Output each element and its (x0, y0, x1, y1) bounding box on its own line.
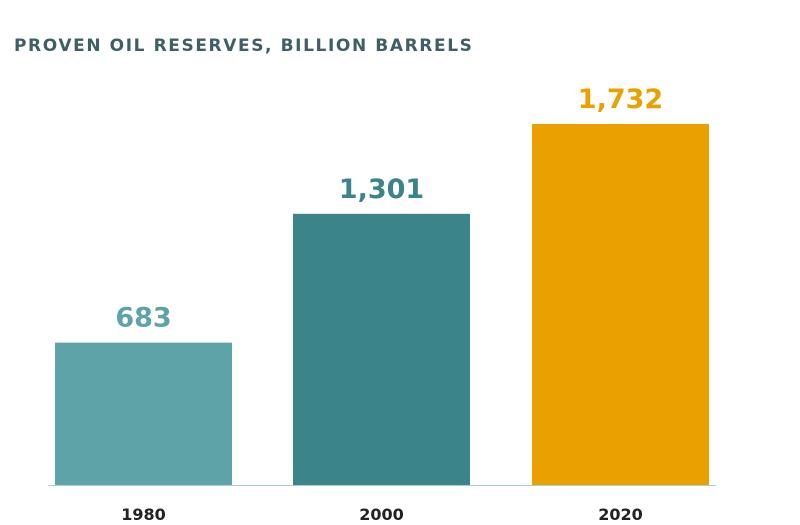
category-label-2000: 2000 (359, 505, 404, 524)
category-label-2020: 2020 (598, 505, 643, 524)
category-label-1980: 1980 (121, 505, 166, 524)
chart-title: PROVEN OIL RESERVES, BILLION BARRELS (14, 36, 474, 56)
value-label-1980: 683 (115, 303, 171, 334)
bar-1980 (55, 342, 232, 485)
bar-2020 (532, 124, 709, 485)
value-label-2020: 1,732 (578, 84, 663, 115)
bar-2000 (293, 213, 470, 486)
value-label-2000: 1,301 (339, 174, 424, 205)
